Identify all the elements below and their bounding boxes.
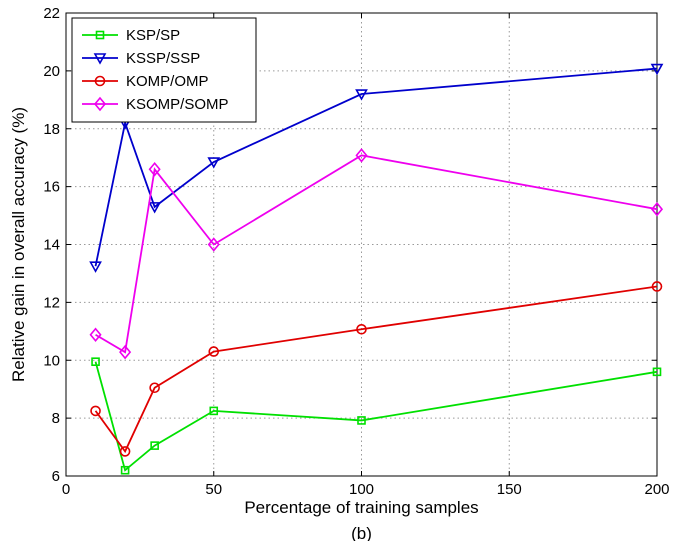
data-point [207,237,220,252]
data-point [90,405,101,417]
legend-entry-ksomp-somp: KSOMP/SOMP [82,96,229,113]
x-tick-label: 100 [349,481,374,498]
data-point [356,323,367,335]
legend-label: KSOMP/SOMP [126,96,229,113]
series-line-ksp-sp [94,361,658,472]
data-point [119,446,131,457]
x-tick-label: 150 [497,481,522,498]
legend-entry-kssp-ssp: KSSP/SSP [82,50,200,67]
axis-ticks: 0 50 100 150 200 6 8 10 12 14 16 18 20 22 [43,5,669,498]
data-point [208,346,220,357]
data-point [650,63,664,76]
series-line-ksomp-somp [95,154,658,354]
data-point [148,202,162,214]
series-komp-omp [90,281,663,457]
data-point [89,261,102,273]
legend-label: KSSP/SSP [126,50,200,67]
x-tick-label: 50 [205,481,222,498]
data-point [651,281,663,292]
data-point [355,89,368,101]
data-point [148,162,161,177]
legend-marker [93,96,107,112]
data-point [89,327,102,343]
data-point [119,344,132,360]
y-tick-label: 8 [52,410,60,427]
legend-marker [93,53,107,65]
legend-label: KSP/SP [126,27,180,44]
data-point [357,416,366,425]
data-point [149,382,160,394]
legend-label: KOMP/OMP [126,73,209,90]
data-point [120,465,130,475]
y-tick-label: 20 [43,63,60,80]
data-point [150,441,159,450]
data-point [207,157,221,169]
legend-entry-komp-omp: KOMP/OMP [82,73,209,90]
legend: KSP/SP KSSP/SSP KOMP/OMP KSOMP/SOMP [71,17,257,123]
legend-marker [95,30,105,40]
y-tick-label: 16 [43,179,60,196]
y-tick-label: 12 [43,294,60,311]
y-tick-label: 10 [43,352,60,369]
series [89,63,664,475]
x-axis-label: Percentage of training samples [244,498,478,517]
series-line-kssp-ssp [94,67,658,267]
data-point [355,148,368,163]
x-tick-label: 200 [644,481,669,498]
y-tick-label: 18 [43,121,60,138]
y-tick-label: 6 [52,468,60,485]
y-axis-label: Relative gain in overall accuracy (%) [9,107,28,382]
legend-entry-ksp-sp: KSP/SP [82,27,180,44]
y-tick-label: 14 [43,237,60,254]
series-ksomp-somp [89,148,664,360]
data-point [650,201,664,217]
series-line-komp-omp [94,285,658,454]
series-ksp-sp [91,357,662,475]
legend-marker [94,75,106,87]
x-tick-label: 0 [62,481,70,498]
data-point [91,357,100,366]
y-tick-label: 22 [43,5,60,22]
figure-caption: (b) [351,524,372,541]
data-point [652,367,662,377]
data-point [209,406,219,416]
